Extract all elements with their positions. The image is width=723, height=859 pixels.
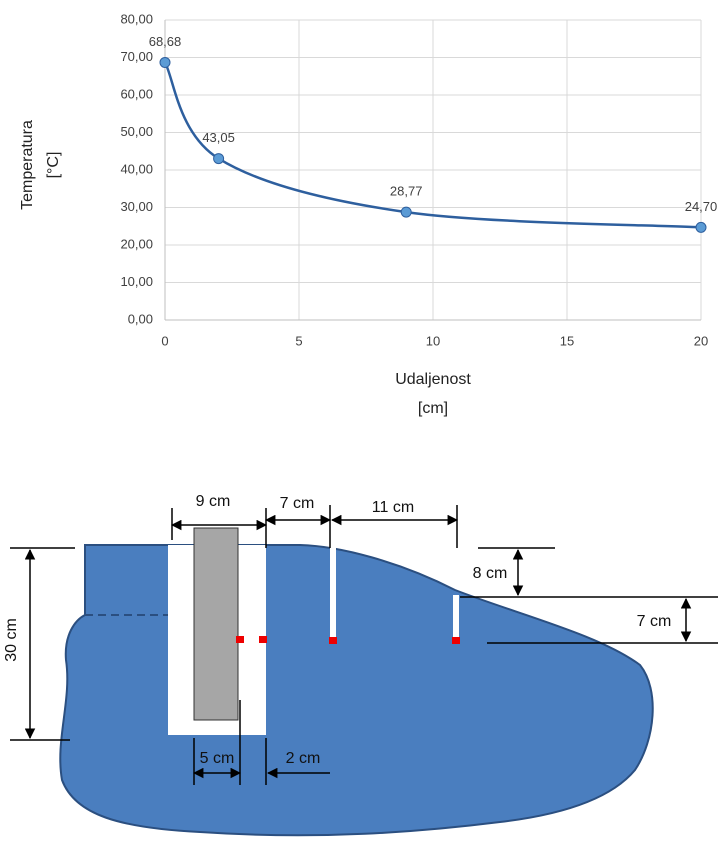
- y-tick-label: 80,00: [120, 11, 153, 26]
- y-tick-label: 0,00: [128, 311, 153, 326]
- x-tick-label: 0: [161, 333, 168, 348]
- dimension-label: 9 cm: [196, 493, 231, 510]
- dimension-label: 2 cm: [286, 750, 321, 767]
- data-label: 68,68: [149, 34, 182, 49]
- dimension-label: 5 cm: [200, 750, 235, 767]
- dimension-label: 30 cm: [3, 618, 20, 662]
- y-tick-label: 30,00: [120, 199, 153, 214]
- dimension-label: 7 cm: [637, 613, 672, 630]
- data-point: [159, 56, 171, 68]
- data-point: [695, 221, 707, 233]
- y-tick-label: 50,00: [120, 124, 153, 139]
- body-shape: [59, 544, 654, 837]
- x-tick-label: 5: [295, 333, 302, 348]
- data-label: 24,70: [685, 199, 718, 214]
- dimension-label: 11 cm: [372, 499, 414, 516]
- sensor: [452, 637, 460, 644]
- x-axis-label: Udaljenost: [395, 371, 471, 388]
- y-tick-label: 60,00: [120, 86, 153, 101]
- dimension-lines: [10, 505, 718, 785]
- dimension-label: 7 cm: [280, 495, 315, 512]
- dimension-label: 8 cm: [473, 565, 508, 582]
- y-axis-label: Temperatura: [19, 120, 36, 210]
- sensor: [329, 637, 337, 644]
- y-tick-label: 10,00: [120, 274, 153, 289]
- x-tick-label: 20: [694, 333, 708, 348]
- data-point: [213, 153, 225, 165]
- data-label: 43,05: [202, 130, 235, 145]
- sensor: [236, 636, 244, 643]
- x-tick-label: 10: [426, 333, 440, 348]
- y-axis-label: [°C]: [45, 152, 62, 179]
- data-label: 28,77: [390, 184, 423, 199]
- y-tick-label: 70,00: [120, 49, 153, 64]
- diagram: 9 cm 7 cm 11 cm 8 cm 7 cm 30 cm 5 cm 2 c…: [3, 493, 718, 837]
- chart: 0,00 10,00 20,00 30,00 40,00 50,00 60,00 70,00 8…: [19, 11, 717, 417]
- series-line: [163, 61, 702, 229]
- data-point: [400, 206, 412, 218]
- hole: [453, 595, 459, 637]
- sensor: [259, 636, 267, 643]
- x-axis-label: [cm]: [418, 400, 448, 417]
- hole: [330, 545, 336, 637]
- x-tick-label: 15: [560, 333, 574, 348]
- dashed-outline: [84, 544, 168, 616]
- y-tick-label: 40,00: [120, 161, 153, 176]
- sample: [193, 527, 239, 721]
- y-tick-label: 20,00: [120, 236, 153, 251]
